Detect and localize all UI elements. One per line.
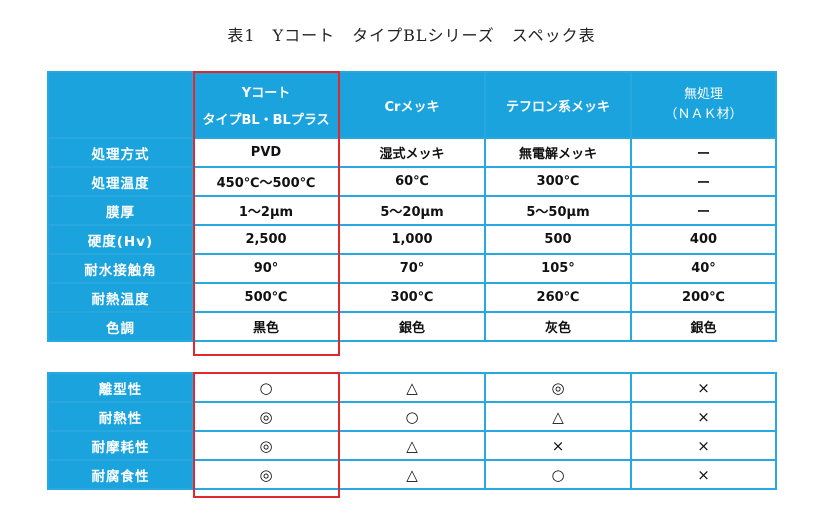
spec-row: 硬度(Hv) 2,500 1,000 500 400 [47,224,777,255]
spec-cell: ー [630,137,777,168]
spec-table: Yコート タイプBL・BLプラス Crメッキ テフロン系メッキ 無処理 （ＮＡＫ… [47,71,777,342]
rating-cell: ○ [338,401,486,432]
rating-cell: × [630,401,777,432]
spec-row-label: 処理方式 [47,137,194,168]
header-nak-line1: 無処理 [683,87,723,102]
spec-cell: 400 [630,224,777,255]
spec-cell: 40° [630,253,777,284]
header-ycoat: Yコート タイプBL・BLプラス [192,71,340,139]
spec-cell: 1,000 [338,224,486,255]
rating-table: 離型性 ○ △ ◎ × 耐熱性 ◎ ○ △ × 耐摩耗性 ◎ △ × × 耐腐食… [47,372,777,490]
spec-cell: 無電解メッキ [484,137,632,168]
spec-row-label: 耐水接触角 [47,253,194,284]
spec-cell: 260℃ [484,282,632,313]
spec-row: 耐水接触角 90° 70° 105° 40° [47,253,777,284]
rating-row: 耐摩耗性 ◎ △ × × [47,430,777,461]
rating-cell: × [484,430,632,461]
header-corner-cell [47,71,194,139]
header-cr: Crメッキ [338,71,486,139]
rating-cell: × [630,430,777,461]
spec-cell: PVD [192,137,340,168]
rating-cell: △ [338,459,486,490]
spec-row: 処理温度 450℃〜500℃ 60℃ 300℃ ー [47,166,777,197]
rating-cell: △ [338,372,486,403]
spec-cell: 1〜2μm [192,195,340,226]
rating-row-label: 耐腐食性 [47,459,194,490]
spec-cell: 60℃ [338,166,486,197]
header-nak: 無処理 （ＮＡＫ材） [630,71,777,139]
rating-cell: ◎ [192,401,340,432]
spec-cell: 銀色 [338,311,486,342]
rating-cell: × [630,372,777,403]
spec-row: 耐熱温度 500℃ 300℃ 260℃ 200℃ [47,282,777,313]
header-ycoat-line2: タイプBL・BLプラス [202,113,330,128]
rating-cell: △ [338,430,486,461]
spec-cell: 銀色 [630,311,777,342]
spec-cell: 90° [192,253,340,284]
rating-cell: ○ [192,372,340,403]
spec-cell: 5〜50μm [484,195,632,226]
spec-cell: 300℃ [484,166,632,197]
rating-cell: ◎ [484,372,632,403]
spec-row-label: 膜厚 [47,195,194,226]
spec-cell: 105° [484,253,632,284]
spec-cell: 450℃〜500℃ [192,166,340,197]
spec-row: 膜厚 1〜2μm 5〜20μm 5〜50μm ー [47,195,777,226]
spec-cell: ー [630,166,777,197]
rating-row: 離型性 ○ △ ◎ × [47,372,777,403]
spec-cell: 湿式メッキ [338,137,486,168]
spec-row: 色調 黒色 銀色 灰色 銀色 [47,311,777,342]
header-teflon: テフロン系メッキ [484,71,632,139]
spec-header-row: Yコート タイプBL・BLプラス Crメッキ テフロン系メッキ 無処理 （ＮＡＫ… [47,71,777,139]
rating-cell: △ [484,401,632,432]
spec-row-label: 処理温度 [47,166,194,197]
spec-cell: 70° [338,253,486,284]
header-nak-line2: （ＮＡＫ材） [664,107,743,122]
rating-row: 耐腐食性 ◎ △ ○ × [47,459,777,490]
rating-cell: ◎ [192,430,340,461]
spec-row-label: 耐熱温度 [47,282,194,313]
spec-cell: 2,500 [192,224,340,255]
header-ycoat-line1: Yコート [241,86,291,101]
spec-row-label: 硬度(Hv) [47,224,194,255]
spec-row: 処理方式 PVD 湿式メッキ 無電解メッキ ー [47,137,777,168]
spec-cell: 黒色 [192,311,340,342]
spec-cell: 200℃ [630,282,777,313]
table-title: 表1 Yコート タイプBLシリーズ スペック表 [227,26,596,45]
rating-row-label: 離型性 [47,372,194,403]
rating-row: 耐熱性 ◎ ○ △ × [47,401,777,432]
spec-cell: 500℃ [192,282,340,313]
rating-cell: ○ [484,459,632,490]
rating-cell: ◎ [192,459,340,490]
rating-row-label: 耐熱性 [47,401,194,432]
spec-cell: 灰色 [484,311,632,342]
rating-cell: × [630,459,777,490]
spec-cell: 5〜20μm [338,195,486,226]
spec-row-label: 色調 [47,311,194,342]
spec-cell: 300℃ [338,282,486,313]
rating-row-label: 耐摩耗性 [47,430,194,461]
spec-cell: ー [630,195,777,226]
spec-cell: 500 [484,224,632,255]
